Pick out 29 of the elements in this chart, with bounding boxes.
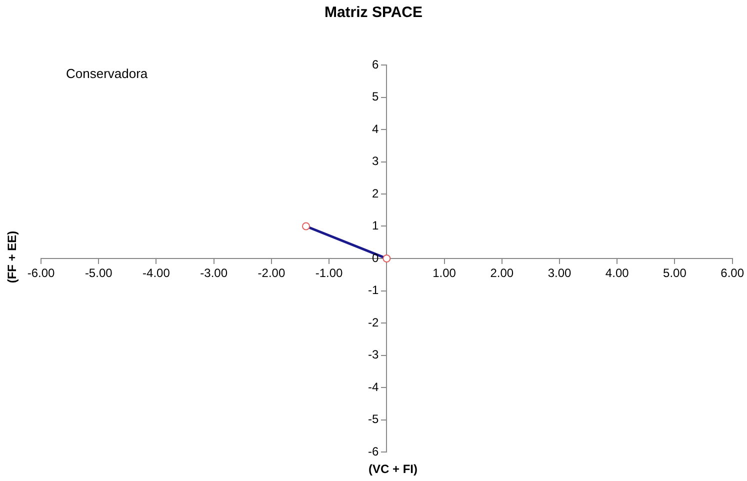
y-tick-label: -5: [368, 412, 379, 426]
y-tick-label: -6: [368, 444, 379, 458]
y-tick-label: 2: [372, 186, 379, 200]
y-tick-label: 0: [372, 250, 379, 265]
x-tick-label: 1.00: [432, 266, 456, 280]
x-tick-label: -6.00: [27, 266, 55, 280]
y-tick-label: 3: [372, 154, 379, 168]
x-tick-label: -4.00: [142, 266, 170, 280]
x-tick-label: -1.00: [315, 266, 344, 280]
x-tick-label: -3.00: [200, 266, 228, 280]
y-tick-label: 1: [372, 218, 379, 233]
y-tick-label: -4: [368, 380, 379, 394]
y-tick-label: 5: [372, 90, 379, 104]
annotation: Conservadora: [66, 66, 148, 81]
y-tick-label: -2: [368, 315, 379, 330]
y-axis-title: (FF + EE): [5, 230, 19, 286]
x-tick-label: 2.00: [490, 266, 514, 280]
x-tick-label: -2.00: [258, 266, 286, 280]
x-tick-label: 4.00: [605, 266, 630, 280]
x-tick-label: 5.00: [663, 266, 687, 280]
x-axis-title: (VC + FI): [367, 462, 418, 476]
x-tick-label: 3.00: [548, 266, 572, 280]
y-tick-label: -3: [368, 348, 379, 362]
y-tick-label: 4: [372, 122, 379, 136]
y-tick-label: -1: [368, 283, 379, 298]
x-tick-label: -5.00: [84, 266, 113, 280]
chart-title: Matriz SPACE: [323, 4, 424, 21]
y-tick-label: 6: [372, 57, 379, 72]
x-tick-label: 6.00: [720, 266, 744, 280]
